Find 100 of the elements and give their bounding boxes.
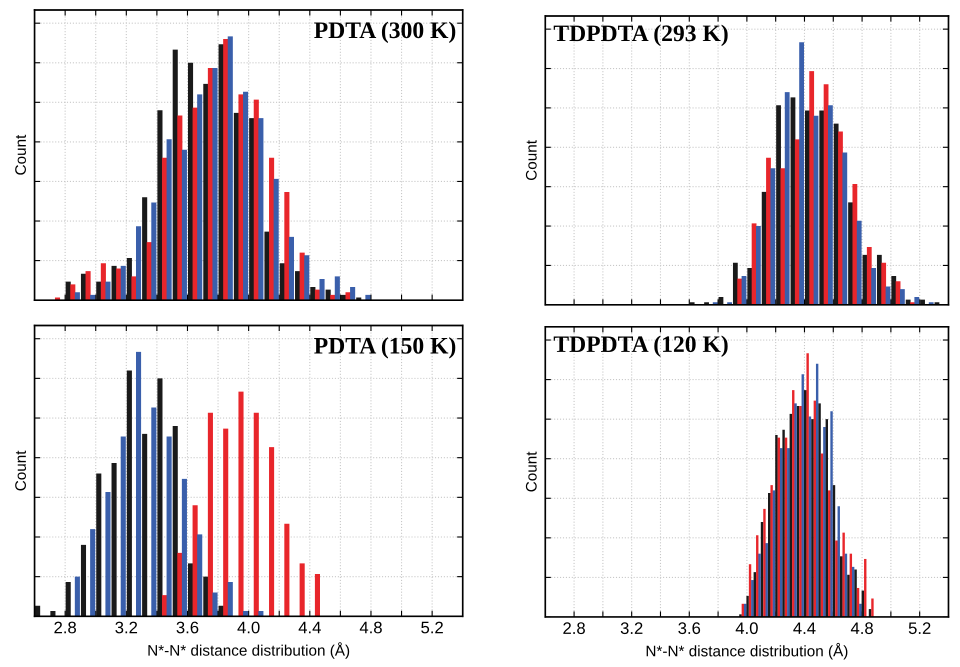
x-axis-title: N*-N* distance distribution (Å) <box>148 642 350 659</box>
bar <box>824 84 828 305</box>
bar <box>157 378 162 616</box>
bar <box>177 116 182 300</box>
bar <box>862 590 864 617</box>
bar <box>112 462 117 616</box>
bar <box>254 412 259 616</box>
bar <box>304 255 310 300</box>
bar <box>814 116 818 305</box>
bar <box>212 592 218 616</box>
bar <box>886 286 890 305</box>
bar <box>126 370 132 616</box>
bar <box>804 390 806 617</box>
bar <box>334 276 340 300</box>
bar <box>188 62 194 300</box>
bar <box>96 282 102 300</box>
bar <box>74 576 80 616</box>
bar <box>136 226 142 300</box>
bar <box>100 263 106 300</box>
bar <box>74 292 80 300</box>
bar <box>859 604 862 617</box>
bar <box>763 508 766 617</box>
bar <box>847 574 850 617</box>
bar <box>136 352 142 616</box>
bar <box>842 532 845 617</box>
bar <box>854 569 857 617</box>
bar <box>90 529 96 616</box>
bar <box>838 506 840 617</box>
y-axis-title: Count <box>15 450 26 491</box>
x-tick-label: 3.2 <box>620 622 642 634</box>
x-tick-label: 4.4 <box>298 622 321 634</box>
bar <box>105 492 111 616</box>
bar <box>126 258 132 300</box>
x-tick-label: 4.4 <box>793 622 816 634</box>
bar <box>751 580 754 617</box>
chart-title: PDTA (150 K) <box>314 337 456 359</box>
x-tick-label: 3.6 <box>176 622 198 634</box>
bar <box>746 596 749 617</box>
bar <box>269 447 274 616</box>
bar <box>804 110 810 305</box>
bar <box>828 490 830 617</box>
x-tick-label: 5.2 <box>421 622 443 634</box>
chart-title: PDTA (300 K) <box>314 22 456 44</box>
bar <box>780 168 786 305</box>
bar <box>228 36 233 300</box>
chart-title: TDPDTA (293 K) <box>554 24 728 46</box>
bar <box>754 572 756 617</box>
x-tick-label: 5.2 <box>908 622 930 634</box>
bar <box>799 42 804 305</box>
bar <box>280 263 285 300</box>
bar <box>799 406 802 617</box>
bar <box>842 152 848 305</box>
bar <box>816 364 818 617</box>
bar <box>782 430 785 617</box>
bar <box>787 448 790 617</box>
bar <box>86 271 91 300</box>
y-axis-title: Count <box>15 134 26 175</box>
bar <box>182 150 187 300</box>
bar <box>784 92 790 305</box>
bar <box>166 139 172 300</box>
bar <box>756 226 761 305</box>
bar <box>852 566 854 617</box>
bar <box>802 374 804 617</box>
bar <box>900 289 905 305</box>
bar <box>848 202 853 305</box>
bar <box>790 97 796 305</box>
bar <box>319 279 325 300</box>
x-axis-title: N*-N* distance distribution (Å) <box>646 642 848 660</box>
bar <box>852 184 858 305</box>
bar <box>766 543 768 617</box>
y-axis-title: Count <box>526 452 537 492</box>
chart-title: TDPDTA (120 K) <box>554 336 728 357</box>
bar <box>806 353 809 617</box>
bar <box>794 403 797 617</box>
bar <box>228 582 233 616</box>
bar <box>350 286 356 300</box>
bar <box>243 92 248 300</box>
bar <box>756 535 758 617</box>
bar <box>790 414 792 617</box>
x-tick-label: 4.8 <box>360 622 382 634</box>
bar <box>871 598 874 617</box>
bar <box>850 554 852 617</box>
bar <box>284 524 290 616</box>
x-tick-label: 2.8 <box>54 622 76 634</box>
bar <box>742 276 746 305</box>
bar <box>830 411 833 617</box>
bar <box>770 485 773 617</box>
bar <box>775 434 778 617</box>
bar <box>814 400 816 617</box>
bar <box>768 493 770 617</box>
bar <box>838 132 843 305</box>
x-tick-label: 4.0 <box>237 622 260 634</box>
x-tick-label: 4.0 <box>736 622 758 634</box>
bar <box>856 220 862 305</box>
bar <box>871 268 876 305</box>
bar <box>862 254 868 305</box>
bar <box>284 192 290 300</box>
bar <box>835 540 838 617</box>
bar <box>811 419 814 617</box>
bar <box>238 392 244 616</box>
